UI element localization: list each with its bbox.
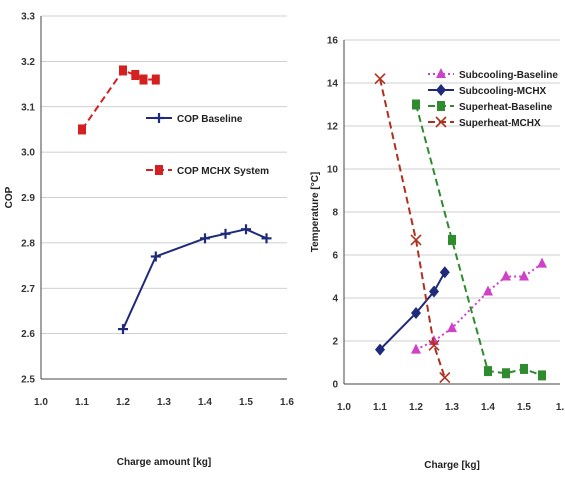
cop-data-point-cop-baseline — [241, 224, 251, 235]
cop-y-tick-label: 3.3 — [21, 12, 35, 23]
cop-x-tick-label: 1.2 — [116, 397, 130, 408]
temp-legend-label: Subcooling-MCHX — [459, 86, 547, 97]
cop-x-tick-label: 1.3 — [157, 397, 171, 408]
temp-data-point-subcooling-baseline — [537, 257, 547, 268]
temp-y-tick-label: 0 — [332, 380, 338, 391]
temp-data-point-subcooling-mchx — [439, 266, 450, 279]
temp-data-point-superheat-baseline — [484, 366, 492, 377]
temp-y-tick-label: 10 — [327, 165, 339, 176]
cop-data-point-cop-baseline — [150, 251, 161, 262]
temp-legend-marker — [436, 68, 446, 78]
temp-data-point-superheat-mchx — [428, 339, 440, 351]
cop-y-tick-label: 2.7 — [21, 284, 35, 295]
temp-series-line-superheat-baseline — [415, 104, 543, 377]
cop-data-point-cop-mchx-system — [131, 69, 140, 80]
temp-x-tick-label: 1.3 — [445, 402, 459, 413]
temp-data-point-superheat-mchx — [410, 234, 422, 246]
temp-legend-label: Superheat-Baseline — [459, 102, 553, 113]
temp-data-point-subcooling-baseline — [519, 270, 529, 281]
cop-x-axis-title: Charge amount [kg] — [117, 457, 211, 468]
cop-legend-marker — [155, 165, 163, 175]
cop-x-tick-label: 1.1 — [75, 397, 89, 408]
cop-data-point-cop-mchx-system — [139, 74, 148, 85]
cop-y-tick-label: 2.8 — [21, 238, 35, 249]
cop-legend-marker — [154, 113, 164, 123]
temp-legend-marker — [436, 84, 446, 96]
cop-x-tick-label: 1.4 — [198, 397, 212, 408]
cop-x-tick-label: 1.5 — [239, 397, 253, 408]
cop-series-line-cop-mchx-system — [81, 69, 156, 131]
temp-y-tick-label: 6 — [332, 251, 338, 262]
cop-data-point-cop-baseline — [118, 324, 128, 335]
temp-data-point-subcooling-mchx — [375, 343, 385, 356]
cop-x-tick-label: 1.6 — [280, 397, 294, 408]
temp-legend-label: Superheat-MCHX — [459, 118, 541, 129]
temp-y-tick-label: 16 — [327, 36, 339, 47]
cop-data-point-cop-baseline — [261, 233, 272, 244]
cop-data-point-cop-mchx-system — [78, 124, 86, 135]
cop-y-tick-label: 2.5 — [21, 375, 35, 386]
temp-series-line-subcooling-mchx — [379, 271, 446, 351]
temp-data-point-subcooling-mchx — [411, 307, 421, 320]
temp-y-tick-label: 2 — [332, 337, 338, 348]
temp-y-tick-label: 12 — [327, 122, 339, 133]
cop-data-point-cop-baseline — [220, 228, 231, 239]
temp-x-axis-title: Charge [kg] — [424, 460, 480, 471]
cop-y-tick-label: 2.6 — [21, 329, 35, 340]
temp-data-point-subcooling-baseline — [411, 343, 421, 354]
temp-legend-marker — [437, 101, 445, 111]
cop-data-point-cop-mchx-system — [151, 74, 160, 85]
cop-series-line-cop-baseline — [122, 228, 267, 330]
temp-data-point-superheat-baseline — [412, 99, 420, 110]
temp-data-point-subcooling-baseline — [483, 285, 493, 296]
temp-data-point-subcooling-mchx — [429, 285, 439, 298]
temp-y-axis-title: Temperature [°C] — [310, 172, 321, 253]
temp-x-tick-label: 1.0 — [337, 402, 351, 413]
temp-series-line-superheat-mchx — [379, 78, 446, 378]
temp-x-tick-label: 1.2 — [409, 402, 423, 413]
temp-x-tick-label: 1.4 — [481, 402, 495, 413]
temp-x-tick-label: 1. — [556, 402, 565, 413]
temp-data-point-superheat-mchx — [439, 371, 451, 384]
temp-data-point-superheat-baseline — [448, 234, 456, 245]
temp-data-point-superheat-mchx — [374, 73, 386, 85]
cop-legend-label: COP MCHX System — [177, 166, 269, 177]
temp-data-point-superheat-baseline — [538, 370, 546, 381]
cop-y-tick-label: 3.2 — [21, 57, 35, 68]
temp-data-point-superheat-baseline — [502, 368, 510, 379]
temp-x-tick-label: 1.5 — [517, 402, 531, 413]
temp-y-tick-label: 4 — [332, 294, 338, 305]
temp-y-tick-label: 14 — [327, 79, 339, 90]
temp-x-tick-label: 1.1 — [373, 402, 387, 413]
cop-data-point-cop-baseline — [200, 233, 210, 244]
cop-x-tick-label: 1.0 — [34, 397, 48, 408]
temp-data-point-subcooling-baseline — [447, 322, 457, 333]
cop-y-tick-label: 3.1 — [21, 102, 35, 113]
cop-y-tick-label: 3.0 — [21, 148, 35, 159]
temp-data-point-subcooling-baseline — [501, 270, 511, 281]
temp-legend-marker — [435, 116, 447, 128]
cop-y-axis-title: COP — [4, 186, 15, 208]
temp-y-tick-label: 8 — [332, 208, 338, 219]
cop-y-tick-label: 2.9 — [21, 193, 35, 204]
temp-legend-label: Subcooling-Baseline — [459, 70, 558, 81]
temp-data-point-superheat-baseline — [520, 363, 528, 374]
cop-data-point-cop-mchx-system — [119, 65, 127, 76]
cop-legend-label: COP Baseline — [177, 114, 243, 125]
